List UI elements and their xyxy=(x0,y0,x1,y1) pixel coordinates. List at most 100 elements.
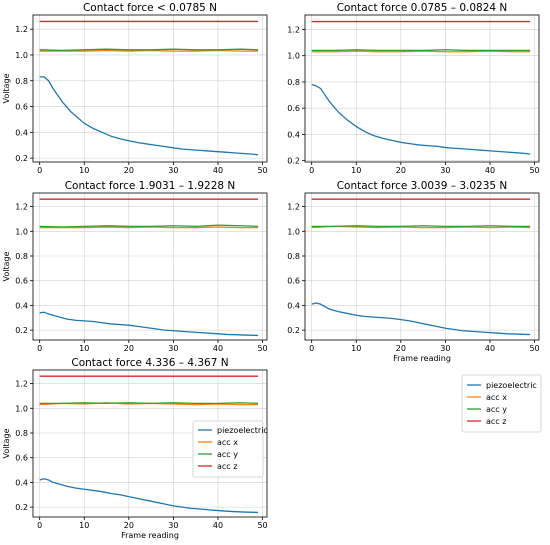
subplot-2: 0 10 20 30 40 50 0.2 0.4 0.6 0.8 1.0 1.2 Contact for… xyxy=(287,2,539,175)
x-tick-label: 30 xyxy=(168,166,178,175)
legend-label: piezoelectric xyxy=(486,381,537,390)
y-tick-label: 0.8 xyxy=(15,252,28,261)
y-axis-label: Voltage xyxy=(2,428,11,458)
x-tick-label: 0 xyxy=(37,344,42,353)
y-tick-label: 0.2 xyxy=(287,326,300,335)
y-tick-label: 0.4 xyxy=(15,478,28,487)
x-tick-label: 20 xyxy=(124,166,134,175)
x-tick-label: 50 xyxy=(257,521,267,530)
legend-label: acc y xyxy=(217,450,238,459)
y-tick-label: 1.0 xyxy=(287,52,300,61)
y-tick-label: 1.2 xyxy=(15,203,28,212)
legend-label: piezoelectric xyxy=(217,426,268,435)
y-tick-label: 1.0 xyxy=(15,404,28,413)
series-line-piezoelectric xyxy=(39,311,259,337)
legend-label: acc z xyxy=(217,462,237,471)
series-line-piezoelectric xyxy=(39,76,259,156)
x-tick-label: 40 xyxy=(213,344,223,353)
x-tick-label: 40 xyxy=(485,166,495,175)
x-tick-label: 50 xyxy=(257,344,267,353)
chart-title: Contact force 1.9031 – 1.9228 N xyxy=(65,180,236,192)
y-tick-label: 0.6 xyxy=(15,103,28,112)
y-tick-label: 1.2 xyxy=(287,203,300,212)
legend-label: acc x xyxy=(486,393,507,402)
x-tick-label: 20 xyxy=(396,344,406,353)
x-tick-label: 30 xyxy=(440,166,450,175)
x-tick-label: 30 xyxy=(168,521,178,530)
legend: piezoelectric acc x acc y acc z xyxy=(192,420,268,478)
x-tick-label: 0 xyxy=(37,166,42,175)
y-tick-label: 1.2 xyxy=(15,25,28,34)
series-line-acc-y xyxy=(311,225,531,228)
series-line-piezoelectric xyxy=(39,478,259,514)
y-tick-label: 1.2 xyxy=(15,380,28,389)
subplot-1: 0 10 20 30 40 50 0.2 0.4 0.6 0.8 1.0 1.2 Contact for… xyxy=(2,2,268,175)
x-tick-label: 50 xyxy=(529,166,539,175)
series-line-acc-y xyxy=(311,49,531,52)
axes-frame xyxy=(304,192,540,341)
series-line-piezoelectric xyxy=(311,302,531,336)
axes-frame xyxy=(304,14,540,163)
y-tick-label: 0.6 xyxy=(15,277,28,286)
y-tick-label: 1.0 xyxy=(15,51,28,60)
x-tick-label: 30 xyxy=(168,344,178,353)
y-tick-label: 0.2 xyxy=(287,157,300,166)
x-tick-label: 0 xyxy=(37,521,42,530)
y-axis-label: Voltage xyxy=(2,251,11,281)
legend-label: acc x xyxy=(217,438,238,447)
axes-frame xyxy=(32,192,268,341)
y-tick-label: 0.8 xyxy=(287,78,300,87)
x-tick-label: 10 xyxy=(79,166,89,175)
x-tick-label: 30 xyxy=(440,344,450,353)
x-tick-label: 40 xyxy=(485,344,495,353)
series-line-acc-x xyxy=(311,50,531,53)
y-tick-label: 0.4 xyxy=(287,130,300,139)
x-tick-label: 0 xyxy=(309,344,314,353)
x-tick-label: 40 xyxy=(213,166,223,175)
x-tick-label: 40 xyxy=(213,521,223,530)
chart-title: Contact force 4.336 – 4.367 N xyxy=(71,357,228,369)
subplot-5: 0 10 20 30 40 50 0.2 0.4 0.6 0.8 1.0 1.2 Contact for… xyxy=(2,357,268,540)
series-line-acc-y xyxy=(39,224,259,228)
x-tick-label: 20 xyxy=(396,166,406,175)
legend-box xyxy=(461,374,542,433)
y-tick-label: 0.6 xyxy=(287,104,300,113)
x-tick-label: 10 xyxy=(79,521,89,530)
figure-legend: piezoelectric acc x acc y acc z xyxy=(461,374,542,433)
chart-title: Contact force 0.0785 – 0.0824 N xyxy=(337,2,508,14)
y-tick-label: 0.2 xyxy=(15,326,28,335)
y-tick-label: 0.4 xyxy=(287,301,300,310)
y-tick-label: 0.4 xyxy=(15,128,28,137)
axes-frame xyxy=(32,369,268,518)
y-tick-label: 0.6 xyxy=(287,277,300,286)
subplot-4: 0 10 20 30 40 50 0.2 0.4 0.6 0.8 1.0 1.2 Contact for… xyxy=(287,180,539,363)
x-axis-label: Frame reading xyxy=(121,531,179,540)
y-tick-label: 0.4 xyxy=(15,301,28,310)
y-tick-label: 0.2 xyxy=(15,154,28,163)
x-tick-label: 0 xyxy=(309,166,314,175)
y-tick-label: 0.2 xyxy=(15,503,28,512)
y-tick-label: 1.2 xyxy=(287,25,300,34)
y-tick-label: 1.0 xyxy=(287,227,300,236)
y-tick-label: 0.8 xyxy=(287,252,300,261)
y-tick-label: 0.8 xyxy=(15,429,28,438)
series-line-piezoelectric xyxy=(311,83,531,155)
x-tick-label: 50 xyxy=(257,166,267,175)
legend-label: acc y xyxy=(486,405,507,414)
y-tick-label: 0.8 xyxy=(15,77,28,86)
subplot-3: 0 10 20 30 40 50 0.2 0.4 0.6 0.8 1.0 1.2 Contact for… xyxy=(2,180,268,353)
y-tick-label: 0.6 xyxy=(15,454,28,463)
x-tick-label: 20 xyxy=(124,344,134,353)
x-tick-label: 10 xyxy=(351,344,361,353)
x-tick-label: 10 xyxy=(79,344,89,353)
legend-box xyxy=(192,420,264,478)
axes-frame xyxy=(32,14,268,163)
chart-title: Contact force < 0.0785 N xyxy=(83,2,217,14)
series-line-acc-y xyxy=(39,48,259,52)
legend-label: acc z xyxy=(486,417,506,426)
y-tick-label: 1.0 xyxy=(15,227,28,236)
y-axis-label: Voltage xyxy=(2,73,11,103)
x-tick-label: 20 xyxy=(124,521,134,530)
x-tick-label: 10 xyxy=(351,166,361,175)
